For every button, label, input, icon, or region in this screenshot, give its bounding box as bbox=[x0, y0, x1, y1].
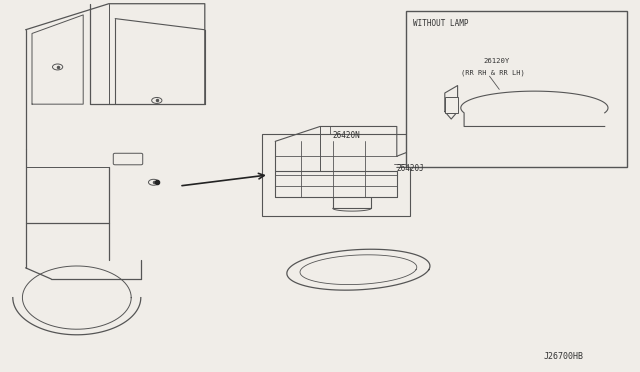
Text: 26420J: 26420J bbox=[397, 164, 424, 173]
Bar bbox=[406, 11, 627, 167]
Text: 26120Y: 26120Y bbox=[483, 58, 509, 64]
Text: J26700HB: J26700HB bbox=[543, 352, 583, 361]
Text: 26420N: 26420N bbox=[333, 131, 360, 140]
Bar bbox=[445, 97, 458, 113]
Text: WITHOUT LAMP: WITHOUT LAMP bbox=[413, 19, 468, 28]
Bar bbox=[262, 134, 410, 216]
Text: (RR RH & RR LH): (RR RH & RR LH) bbox=[461, 70, 525, 76]
FancyBboxPatch shape bbox=[113, 153, 143, 165]
